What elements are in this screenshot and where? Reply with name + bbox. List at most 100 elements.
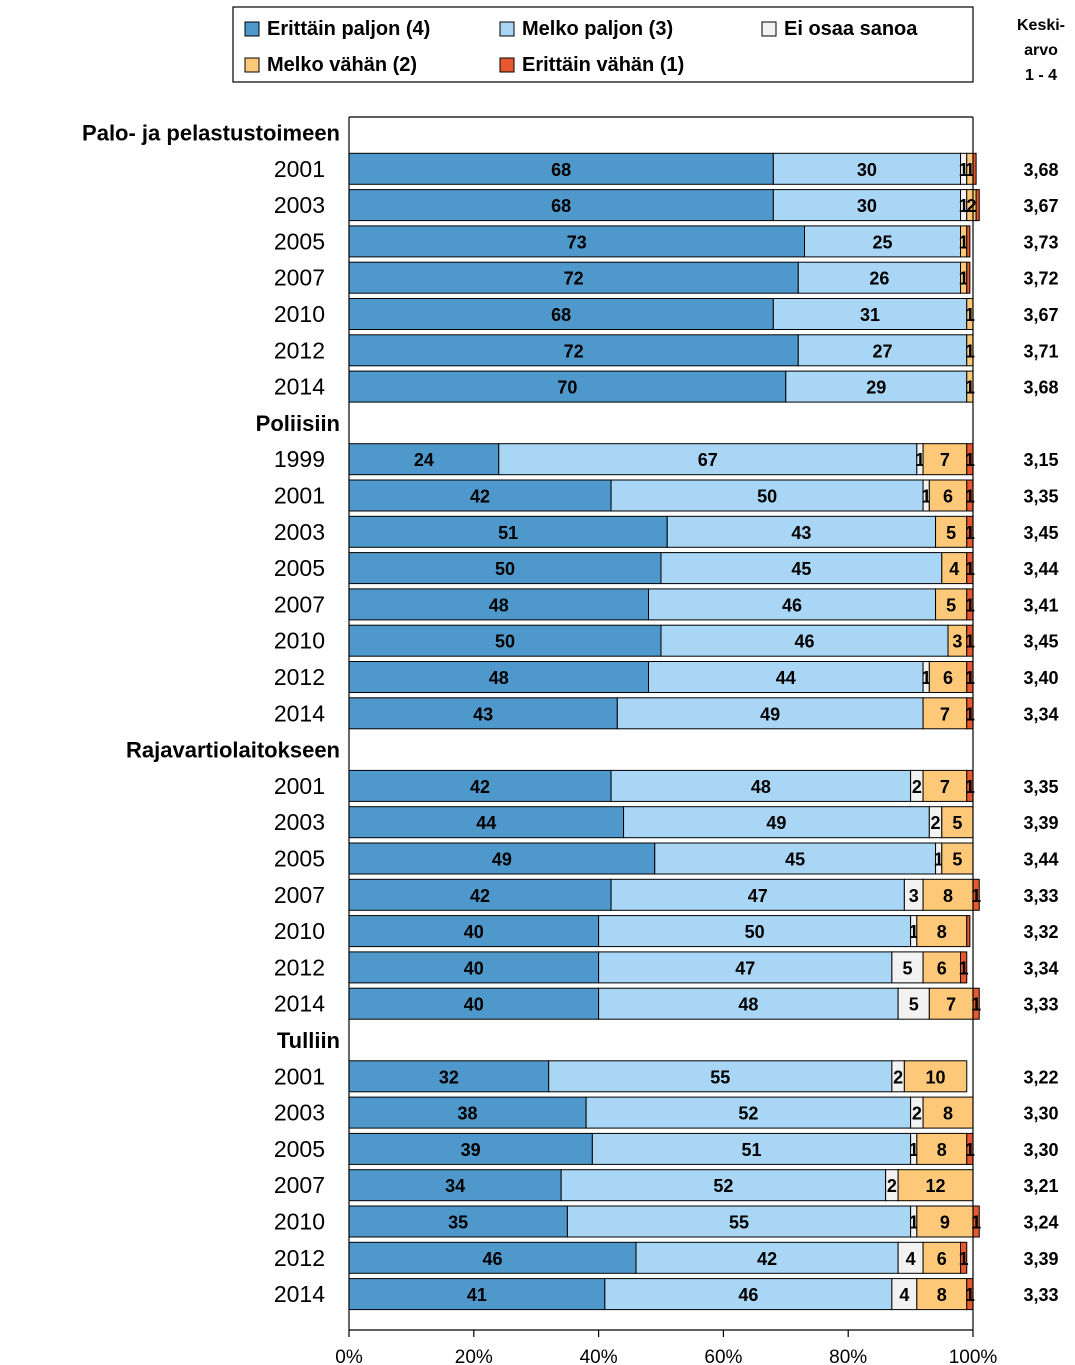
- bar-segment-melko-v-h-n-2: [903, 1060, 968, 1093]
- segment-value-label: 43: [791, 523, 811, 543]
- segment-value-label: 1: [965, 668, 975, 688]
- segment-value-label: 68: [551, 305, 571, 325]
- segment-value-label: 51: [741, 1140, 761, 1160]
- bar-segment-eritt-in-paljon-4: [348, 370, 787, 403]
- year-label: 2001: [274, 483, 325, 509]
- mean-value: 3,73: [1023, 232, 1058, 252]
- segment-value-label: 50: [745, 922, 765, 942]
- segment-value-label: 49: [760, 704, 780, 724]
- segment-value-label: 47: [748, 886, 768, 906]
- bar-segment-ei-osaa-sanoa: [891, 1278, 918, 1311]
- bar-segment-melko-v-h-n-2: [922, 878, 974, 911]
- year-label: 2005: [274, 228, 325, 254]
- x-tick-label: 60%: [704, 1347, 742, 1365]
- segment-value-label: 42: [470, 777, 490, 797]
- segment-value-label: 24: [414, 450, 434, 470]
- segment-value-label: 48: [751, 777, 771, 797]
- mean-value: 3,24: [1023, 1213, 1058, 1233]
- bar-segment-melko-paljon-3: [648, 661, 924, 693]
- segment-value-label: 2: [931, 813, 941, 833]
- bar-segment-melko-paljon-3: [660, 552, 943, 585]
- segment-value-label: 1: [965, 160, 975, 180]
- mean-value: 3,67: [1023, 196, 1058, 216]
- bar-segment-melko-paljon-3: [598, 915, 912, 948]
- year-label: 2012: [274, 1245, 325, 1271]
- bar-row-rajavartiolaitokseen-2014: 2014 40 48 5 7 1 3,33: [274, 987, 1059, 1020]
- bar-row-palo-ja-pelastustoimeen-2003: 2003 68 30 12 3,67: [274, 189, 1059, 222]
- segment-value-label: 42: [757, 1249, 777, 1269]
- segment-value-label: 3: [909, 886, 919, 906]
- segment-value-label: 5: [952, 850, 962, 870]
- year-label: 2007: [274, 591, 325, 617]
- bar-segment-eritt-in-v-h-n-1: [966, 225, 971, 258]
- segment-value-label: 1: [909, 1213, 919, 1233]
- segment-value-label: 1: [965, 595, 975, 615]
- segment-value-label: 7: [940, 450, 950, 470]
- bar-row-rajavartiolaitokseen-2001: 2001 42 48 2 7 1 3,35: [274, 769, 1059, 802]
- legend-label-ei-osaa-sanoa: Ei osaa sanoa: [784, 18, 918, 40]
- segment-value-label: 7: [940, 777, 950, 797]
- segment-value-label: 1: [915, 450, 925, 470]
- x-tick-label: 0%: [335, 1347, 363, 1365]
- segment-value-label: 1: [965, 341, 975, 361]
- legend: Erittäin paljon (4) Melko paljon (3) Ei os…: [232, 6, 974, 83]
- segment-value-label: 38: [458, 1104, 478, 1124]
- year-label: 2010: [274, 628, 325, 654]
- segment-value-label: 47: [735, 958, 755, 978]
- bar-row-tulliin-2007: 2007 34 52 2 12 3,21: [274, 1169, 1059, 1202]
- bar-segment-eritt-in-paljon-4: [348, 1241, 637, 1274]
- legend-swatch-eritt-in-paljon-4: [244, 21, 260, 37]
- bar-segment-eritt-in-paljon-4: [348, 1278, 606, 1311]
- bar-row-tulliin-2010: 2010 35 55 1 9 1 3,24: [274, 1205, 1059, 1238]
- year-label: 2012: [274, 664, 325, 690]
- segment-value-label: 67: [698, 450, 718, 470]
- bar-row-palo-ja-pelastustoimeen-2005: 2005 73 25 1 3,73: [274, 225, 1059, 258]
- bar-segment-melko-v-h-n-2: [935, 515, 968, 548]
- bar-segment-melko-paljon-3: [610, 878, 905, 911]
- bar-segment-eritt-in-paljon-4: [348, 1205, 568, 1238]
- segment-value-label: 41: [467, 1285, 487, 1305]
- segment-value-label: 51: [498, 523, 518, 543]
- mean-value: 3,22: [1023, 1067, 1058, 1087]
- legend-label-eritt-in-v-h-n-1: Erittäin vähän (1): [522, 54, 684, 76]
- x-tick-label: 100%: [949, 1347, 998, 1365]
- bar-row-poliisiin-2014: 2014 43 49 7 1 3,34: [274, 697, 1059, 730]
- bar-segment-melko-paljon-3: [797, 334, 968, 367]
- segment-value-label: 46: [795, 632, 815, 652]
- segment-value-label: 46: [782, 595, 802, 615]
- segment-value-label: 55: [710, 1067, 730, 1087]
- mean-value: 3,33: [1023, 995, 1058, 1015]
- segment-value-label: 4: [899, 1285, 909, 1305]
- mean-value: 3,40: [1023, 668, 1058, 688]
- bar-segment-ei-osaa-sanoa: [891, 951, 924, 984]
- year-label: 1999: [274, 446, 325, 472]
- segment-value-label: 46: [738, 1285, 758, 1305]
- year-label: 2003: [274, 1100, 325, 1126]
- segment-value-label: 1: [971, 1213, 981, 1233]
- segment-value-label: 72: [564, 341, 584, 361]
- bar-segment-eritt-in-paljon-4: [348, 1169, 562, 1202]
- segment-value-label: 6: [943, 487, 953, 507]
- bar-segment-eritt-in-paljon-4: [348, 842, 656, 875]
- mean-value: 3,21: [1023, 1176, 1058, 1196]
- segment-value-label: 1: [921, 668, 931, 688]
- segment-value-label: 8: [937, 1140, 947, 1160]
- bar-segment-ei-osaa-sanoa: [897, 1241, 924, 1274]
- segment-value-label: 7: [940, 704, 950, 724]
- segment-value-label: 44: [776, 668, 796, 688]
- bar-row-rajavartiolaitokseen-2003: 2003 44 49 2 5 3,39: [274, 806, 1059, 839]
- mean-value: 3,44: [1023, 559, 1058, 579]
- segment-value-label: 10: [926, 1067, 946, 1087]
- segment-value-label: 1: [965, 450, 975, 470]
- segment-value-label: 52: [713, 1176, 733, 1196]
- segment-value-label: 42: [470, 487, 490, 507]
- bar-segment-melko-paljon-3: [666, 515, 937, 548]
- segment-value-label: 40: [464, 995, 484, 1015]
- year-label: 2014: [274, 374, 325, 400]
- legend-swatch-melko-paljon-3: [499, 21, 515, 37]
- bar-segment-melko-v-h-n-2: [916, 1278, 968, 1311]
- segment-value-label: 30: [857, 160, 877, 180]
- bar-segment-melko-v-h-n-2: [935, 588, 968, 621]
- bar-segment-eritt-in-paljon-4: [348, 1096, 587, 1129]
- segment-value-label: 5: [909, 995, 919, 1015]
